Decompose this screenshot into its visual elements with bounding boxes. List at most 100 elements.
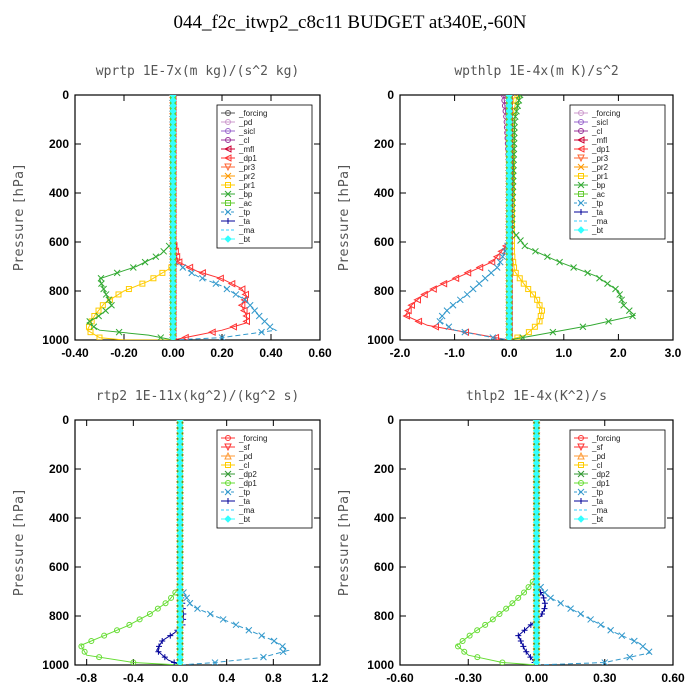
legend-marker [225, 137, 231, 143]
x-tick-label: 0.30 [593, 671, 617, 685]
chart-panel-2: wpthlp 1E-4x(m K)/s^2 Pressure [hPa] 0 200 4… [337, 64, 682, 360]
legend-entry: _pr2 [238, 172, 256, 181]
series-marker-dp1 [227, 279, 236, 288]
series-marker-pr1 [525, 329, 532, 336]
legend-marker [577, 515, 585, 523]
x-tick-label: 1.2 [312, 671, 329, 685]
series-marker-bp [544, 253, 551, 261]
x-tick-label: 0.0 [501, 346, 518, 360]
series-marker-tp [449, 301, 457, 309]
series-marker-bp [570, 264, 577, 271]
y-axis-label: Pressure [hPa] [337, 164, 352, 271]
legend-entry: _ta [591, 497, 604, 506]
series-marker-bp [141, 258, 149, 266]
y-tick-label: 0 [62, 88, 69, 102]
series-marker-tp [607, 626, 615, 634]
legend-entry: _bt [238, 515, 251, 524]
series-marker-ta [517, 637, 524, 644]
series-marker-dp1 [185, 263, 194, 272]
x-tick-label: 0.4 [218, 671, 235, 685]
series-marker-dp1 [455, 643, 462, 650]
series-line-tp [437, 95, 510, 340]
series-marker-tp [206, 610, 214, 618]
chart-panel-4: thlp2 1E-4x(K^2)/s Pressure [hPa] 0 200 400 6… [337, 389, 685, 685]
legend-entry: _ma [591, 217, 608, 226]
series-marker-tp [496, 258, 504, 266]
x-tick-label: 0.0 [172, 671, 189, 685]
series-marker-bt [169, 333, 177, 340]
legend-entry: _cl [591, 461, 602, 470]
y-axis-label: Pressure [hPa] [337, 489, 352, 596]
series-marker-ta [540, 594, 547, 601]
y-axis-label: Pressure [hPa] [12, 489, 27, 596]
series-marker-bp [512, 231, 520, 239]
series-marker-dp1 [174, 258, 183, 266]
series-marker-bp [97, 274, 105, 282]
legend-entry: _ac [591, 190, 605, 199]
series-marker-tp [183, 594, 191, 602]
series-marker-tp [601, 659, 609, 665]
series-marker-bp [521, 242, 529, 250]
legend-marker [578, 435, 584, 441]
legend-entry: _forcing [238, 434, 267, 443]
x-tick-label: -0.30 [455, 671, 483, 685]
series-marker-dp1 [240, 296, 249, 304]
series-marker-dp1 [413, 296, 421, 304]
series-marker-ta [523, 648, 530, 655]
legend-entry: _pr1 [591, 172, 609, 181]
series-marker-tp [260, 653, 267, 661]
series-marker-dp1 [130, 659, 137, 665]
series-marker-dp1 [154, 605, 161, 612]
series-marker-bp [532, 247, 539, 255]
series-marker-dp1 [515, 594, 522, 601]
series-marker-dp1 [521, 589, 528, 596]
series-marker-bp [549, 328, 557, 336]
series-marker-bt [532, 658, 541, 665]
series-marker-tp [255, 312, 263, 320]
series-marker-dp1 [146, 611, 153, 618]
series-marker-tp [489, 334, 497, 340]
legend-entry: _mfl [238, 145, 254, 154]
legend-entry: _ta [238, 217, 251, 226]
legend-marker [578, 191, 584, 197]
series-marker-tp [445, 323, 453, 331]
series-group [455, 420, 653, 665]
series-marker-tp [618, 632, 626, 639]
series-marker-dp1 [96, 654, 103, 661]
legend-entry: _bt [591, 226, 604, 235]
legend-entry: _ac [238, 199, 252, 208]
x-tick-label: 0.20 [210, 346, 234, 360]
legend-marker [224, 443, 232, 452]
series-marker-pr1 [159, 269, 166, 276]
legend-marker [225, 218, 231, 224]
series-marker-bp [616, 291, 624, 298]
legend-entry: _mfl [591, 136, 607, 145]
series-marker-dp1 [461, 328, 470, 336]
legend-marker [578, 462, 584, 468]
series-marker-tp [487, 269, 495, 277]
y-tick-label: 1000 [367, 658, 394, 672]
series-marker-tp [266, 323, 274, 331]
series-marker-bp [612, 285, 619, 293]
legend-marker [224, 451, 232, 460]
series-marker-tp [188, 269, 196, 277]
series-marker-tp [469, 285, 477, 293]
series-marker-bt [176, 658, 184, 665]
y-tick-label: 400 [374, 186, 394, 200]
legend-entry: _cl [238, 461, 249, 470]
series-marker-tp [639, 643, 647, 650]
series-marker-dp1 [429, 285, 437, 293]
legend-marker [576, 145, 585, 153]
series-marker-tp [587, 616, 594, 623]
series-marker-bp [152, 253, 160, 261]
legend-entry: _dp1 [591, 479, 610, 488]
y-tick-label: 200 [374, 137, 394, 151]
series-line-dp1 [80, 420, 181, 665]
legend-box [569, 104, 666, 240]
series-marker-ta [167, 632, 174, 639]
series-marker-tp [493, 264, 501, 271]
legend-entry: _bt [591, 515, 604, 524]
x-tick-label: -0.60 [386, 671, 414, 685]
legend-marker [577, 470, 585, 478]
legend-entry: _dp2 [238, 470, 257, 479]
